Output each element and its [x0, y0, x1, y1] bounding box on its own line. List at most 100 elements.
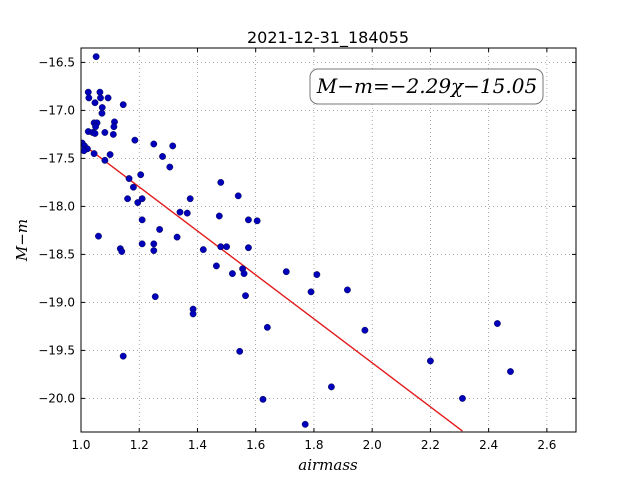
data-point: [92, 53, 100, 61]
data-point: [98, 109, 106, 117]
data-point: [507, 368, 514, 375]
x-tick-label: 1.6: [246, 438, 265, 452]
y-tick-label: −17.0: [38, 103, 75, 117]
data-point: [156, 226, 164, 233]
data-point: [217, 243, 225, 251]
data-point: [131, 136, 139, 144]
axis-ticks: [80, 48, 576, 432]
data-point: [169, 142, 177, 150]
data-point: [159, 153, 166, 160]
data-point: [138, 240, 146, 248]
data-point: [98, 104, 106, 111]
x-tick-label: 1.8: [304, 438, 323, 452]
data-point: [186, 195, 194, 203]
data-point: [138, 195, 146, 203]
x-tick-label: 1.2: [130, 438, 149, 452]
data-point: [263, 323, 271, 331]
data-point: [104, 94, 112, 102]
y-tick-label: −17.5: [38, 151, 75, 165]
data-point: [124, 195, 131, 203]
data-point: [223, 243, 230, 251]
data-point: [229, 270, 236, 277]
data-point: [110, 123, 118, 131]
data-point: [493, 320, 501, 327]
grid: [80, 48, 576, 432]
data-point: [119, 101, 127, 109]
fit-line: [81, 142, 463, 432]
data-point: [109, 130, 117, 138]
y-tick-label: −18.5: [38, 247, 75, 261]
x-tick-label: 2.0: [363, 438, 382, 452]
data-point: [282, 268, 290, 276]
data-point: [130, 183, 137, 191]
data-point: [245, 216, 252, 224]
data-point: [151, 293, 159, 301]
equation-text: M−m=−2.29χ−15.05: [316, 74, 537, 98]
x-tick-label: 1.4: [188, 438, 207, 452]
data-point: [242, 292, 249, 300]
chart-title: 2021-12-31_184055: [247, 28, 409, 48]
data-points: [81, 53, 514, 428]
data-point: [92, 123, 99, 131]
data-point: [95, 232, 102, 240]
data-point: [240, 270, 248, 277]
data-point: [85, 94, 93, 102]
data-point: [96, 88, 104, 96]
y-tick-label: −19.5: [38, 343, 75, 357]
y-tick-label: −16.5: [38, 55, 75, 69]
x-tick-label: 2.6: [537, 438, 556, 452]
data-point: [137, 171, 145, 179]
data-point: [134, 199, 142, 206]
equation-box: M−m=−2.29χ−15.05: [309, 68, 544, 105]
data-point: [344, 286, 351, 294]
data-point: [138, 216, 146, 224]
data-point: [118, 248, 126, 255]
data-point: [91, 130, 99, 137]
data-point: [176, 208, 184, 216]
data-point: [234, 192, 242, 200]
data-point: [189, 310, 197, 318]
x-tick-labels: 1.0 1.2 1.4 1.6 1.8 2.0 2.2 2.4 2.6: [71, 438, 556, 452]
data-point: [84, 88, 92, 96]
data-point: [101, 129, 109, 136]
data-point: [91, 99, 99, 107]
data-point: [253, 217, 261, 225]
data-point: [150, 240, 158, 248]
data-point: [97, 94, 104, 102]
data-point: [183, 209, 191, 217]
data-point: [199, 246, 207, 254]
data-point: [90, 150, 98, 158]
y-axis-label: M−m: [13, 219, 31, 262]
data-point: [150, 140, 158, 148]
data-point: [427, 357, 434, 365]
data-point: [215, 212, 223, 220]
y-tick-labels: −16.5 −17.0 −17.5 −18.0 −18.5 −19.0 −19.5 −20.0: [38, 55, 75, 405]
data-point: [245, 244, 252, 252]
data-point: [119, 352, 127, 360]
data-point: [81, 147, 88, 155]
x-axis-label: airmass: [298, 456, 358, 474]
fit-line-group: [81, 142, 463, 432]
data-point: [125, 175, 133, 182]
data-point: [212, 262, 220, 270]
data-point: [361, 326, 369, 334]
y-tick-label: −20.0: [38, 391, 75, 405]
data-point: [101, 156, 109, 164]
data-point: [236, 347, 244, 355]
y-tick-label: −18.0: [38, 199, 75, 213]
data-point: [259, 395, 267, 403]
data-point: [217, 178, 225, 186]
data-point: [459, 394, 466, 402]
data-point: [173, 233, 181, 241]
data-point: [313, 271, 321, 278]
x-tick-label: 2.2: [421, 438, 440, 452]
x-tick-label: 2.4: [479, 438, 498, 452]
data-point: [150, 247, 158, 254]
plot-data-group: [81, 53, 514, 432]
data-point: [307, 288, 315, 296]
axes-frame: [80, 47, 577, 433]
data-point: [166, 163, 174, 171]
y-tick-label: −19.0: [38, 295, 75, 309]
x-tick-label: 1.0: [71, 438, 90, 452]
